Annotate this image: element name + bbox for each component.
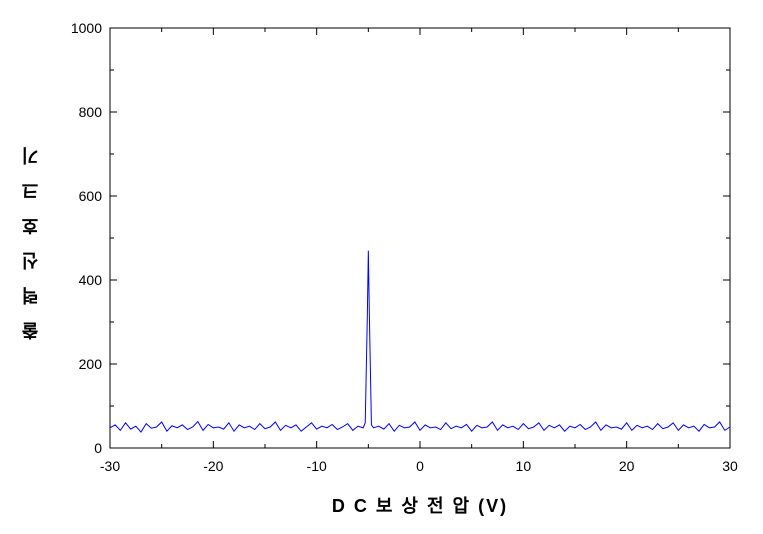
x-tick-label: -30	[90, 458, 130, 474]
x-axis-label: D C 보 상 전 압 (V)	[110, 492, 730, 518]
y-tick-label: 800	[60, 104, 102, 120]
x-tick-label: 10	[503, 458, 543, 474]
x-tick-label: 0	[400, 458, 440, 474]
y-tick-label: 600	[60, 188, 102, 204]
plot-area	[110, 28, 730, 448]
x-tick-label: -20	[193, 458, 233, 474]
x-tick-label: 20	[607, 458, 647, 474]
x-tick-label: 30	[710, 458, 750, 474]
chart-container: 출 력 신 호 크 기 D C 보 상 전 압 (V) 020040060080…	[0, 0, 763, 534]
y-tick-label: 0	[60, 440, 102, 456]
x-tick-label: -10	[297, 458, 337, 474]
y-axis-label: 출 력 신 호 크 기	[18, 130, 44, 350]
y-tick-label: 200	[60, 356, 102, 372]
y-tick-label: 400	[60, 272, 102, 288]
y-tick-label: 1000	[60, 20, 102, 36]
data-series-line	[110, 251, 730, 432]
